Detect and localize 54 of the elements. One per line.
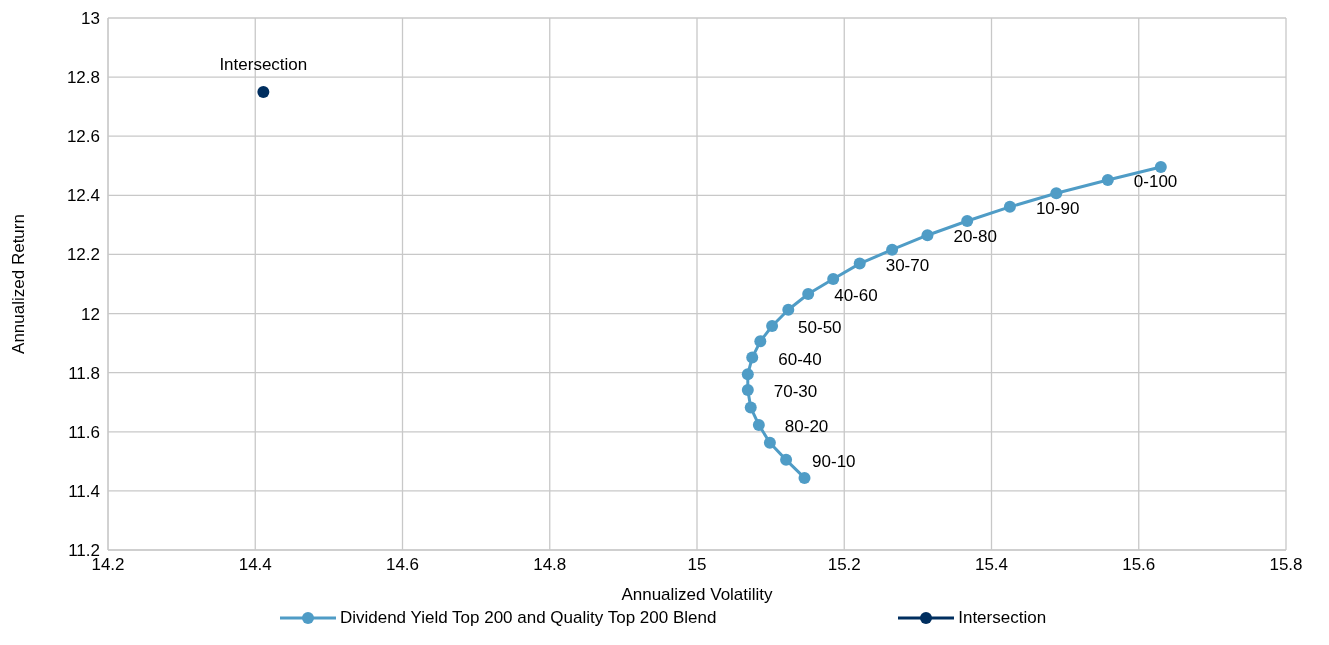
point <box>741 384 754 397</box>
y-tick-label: 11.4 <box>68 481 100 501</box>
data-label: 80-20 <box>784 416 829 436</box>
x-tick-label: 15.8 <box>1269 555 1303 575</box>
data-label: 90-10 <box>812 451 856 471</box>
y-tick-label: 12.4 <box>66 186 100 206</box>
point <box>780 453 793 466</box>
x-tick-label: 15.2 <box>827 555 861 575</box>
y-axis-title: Annualized Return <box>9 214 29 354</box>
point <box>1101 173 1114 186</box>
data-label: Intersection <box>219 54 308 74</box>
y-tick-label: 13 <box>81 9 100 29</box>
point <box>752 418 765 431</box>
x-tick-label: 15 <box>687 555 707 575</box>
point <box>257 85 270 98</box>
data-label: 60-40 <box>778 349 822 369</box>
point <box>763 436 776 449</box>
data-label: 10-90 <box>1035 198 1080 218</box>
point <box>853 257 866 270</box>
point <box>746 351 759 364</box>
y-tick-label: 11.8 <box>68 363 100 383</box>
point <box>741 368 754 381</box>
point <box>766 319 779 332</box>
x-tick-label: 14.6 <box>385 555 420 575</box>
legend-label: Intersection <box>957 608 1047 628</box>
x-tick-label: 14.4 <box>238 555 272 575</box>
data-label: 70-30 <box>773 382 818 402</box>
point <box>802 288 815 301</box>
y-tick-label: 12.6 <box>66 127 100 147</box>
y-tick-label: 11.6 <box>68 422 100 442</box>
y-tick-label: 12.8 <box>66 68 100 88</box>
point <box>754 335 767 348</box>
legend-label: Dividend Yield Top 200 and Quality Top 200 Blend <box>338 608 717 628</box>
point <box>1003 200 1016 213</box>
point <box>1154 160 1167 173</box>
x-axis-title: Annualized Volatility <box>621 585 774 604</box>
point <box>886 243 899 256</box>
data-label: 0-100 <box>1133 171 1178 191</box>
data-label: 40-60 <box>834 286 878 306</box>
x-tick-label: 15.4 <box>974 555 1009 575</box>
y-tick-label: 12.2 <box>66 245 100 265</box>
point <box>1050 187 1063 200</box>
x-tick-label: 15.6 <box>1122 555 1156 575</box>
x-tick-label: 14.8 <box>533 555 567 575</box>
point <box>921 229 934 242</box>
y-tick-label: 12 <box>81 304 100 324</box>
data-label: 50-50 <box>798 317 842 337</box>
point <box>827 272 840 285</box>
point <box>961 215 974 228</box>
data-label: 30-70 <box>885 255 930 275</box>
point <box>744 401 757 414</box>
point <box>798 471 811 484</box>
point <box>782 303 795 316</box>
data-label: 20-80 <box>953 227 997 247</box>
